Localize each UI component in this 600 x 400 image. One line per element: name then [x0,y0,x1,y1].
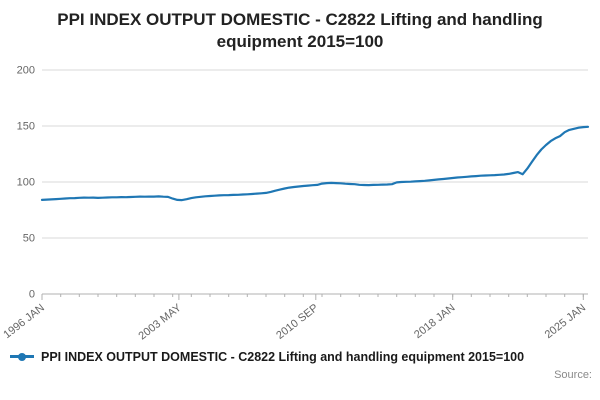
y-tick-label: 0 [29,288,35,300]
legend-dot-icon [18,352,26,361]
chart-title: PPI INDEX OUTPUT DOMESTIC - C2822 Liftin… [57,10,543,52]
y-tick-label: 200 [17,64,35,76]
legend-line-dot-icon [10,352,34,361]
series-line [40,125,590,202]
y-tick-label: 100 [17,176,35,188]
legend-item[interactable]: PPI INDEX OUTPUT DOMESTIC - C2822 Liftin… [0,350,600,364]
x-tick-label: 2010 SEP [274,302,320,342]
source-label: Source: [554,368,592,381]
x-tick-label: 2003 MAY [137,301,185,342]
x-tick-label: 2025 JAN [543,302,588,341]
y-tick-label: 50 [23,232,35,244]
line-chart: 0 50 100 150 200 1996 JAN 2003 MAY 2010 SEP 2018… [1,64,590,342]
x-tick-label: 2018 JAN [412,302,457,341]
x-tick-label: 1996 JAN [1,302,46,341]
y-tick-label: 150 [17,120,35,132]
legend-label: PPI INDEX OUTPUT DOMESTIC - C2822 Liftin… [41,349,525,364]
